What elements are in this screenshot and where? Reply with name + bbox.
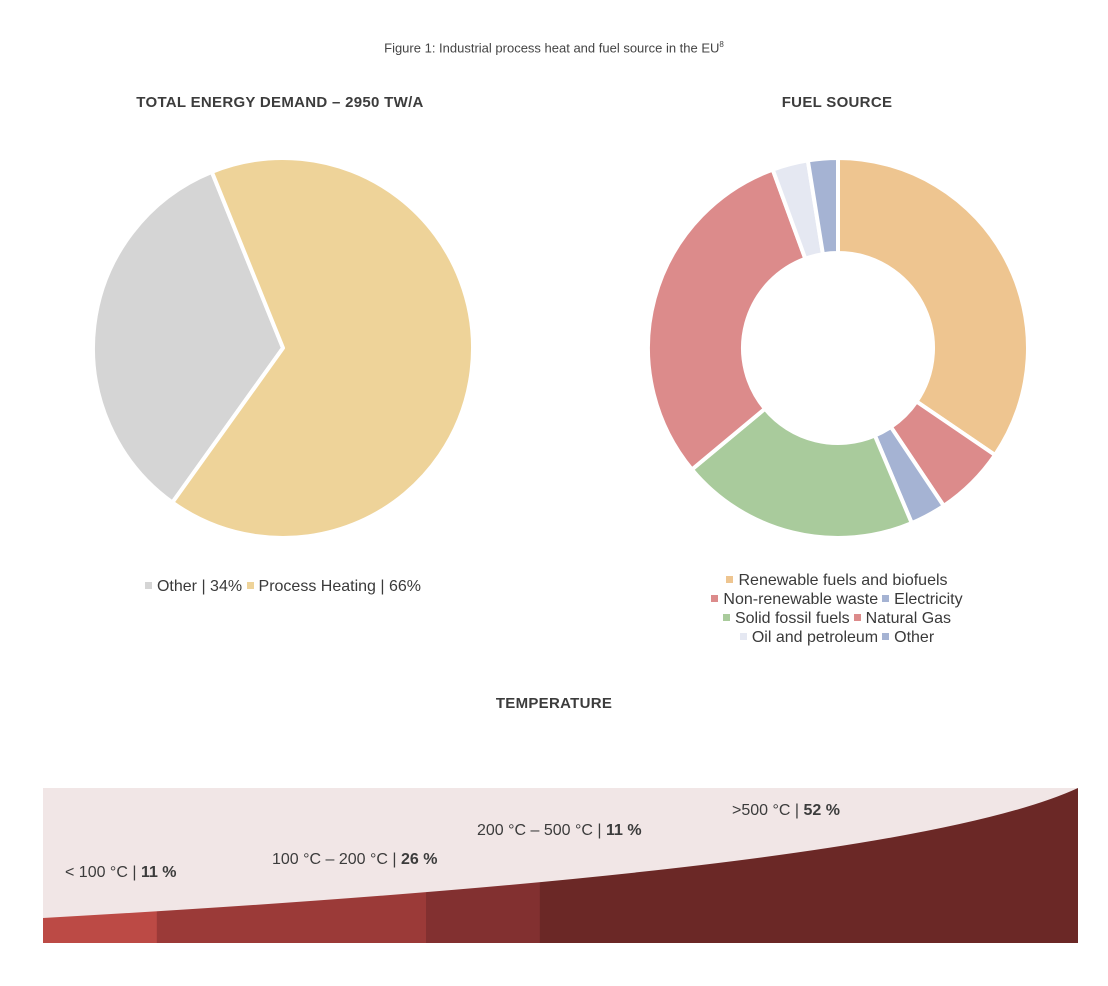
legend-swatch-electricity	[882, 595, 890, 602]
donut-legend-row: Oil and petroleum Other	[637, 628, 1037, 647]
caption-text: Figure 1: Industrial process heat and fu…	[384, 40, 720, 56]
donut-chart-fuel-source	[646, 156, 1030, 540]
pie-legend: Other | 34% Process Heating | 66%	[40, 577, 526, 596]
figure-caption: Figure 1: Industrial process heat and fu…	[0, 40, 1108, 55]
legend-swatch-solid-fossil-fuels	[722, 614, 730, 621]
temperature-chart	[43, 788, 1078, 943]
legend-swatch-oil-and-petroleum	[739, 633, 747, 640]
legend-item-other: Other	[882, 628, 934, 647]
legend-label-solid-fossil-fuels: Solid fossil fuels	[734, 610, 850, 627]
legend-label-other: Other | 34%	[156, 578, 243, 595]
legend-label-other: Other	[894, 629, 935, 646]
temp-label-over-500: >500 °C | 52 %	[732, 802, 840, 819]
legend-swatch-other	[144, 582, 152, 589]
legend-label-process-heating: Process Heating | 66%	[258, 578, 421, 595]
pie-chart-title: TOTAL ENERGY DEMAND – 2950 TW/A	[136, 94, 424, 111]
legend-item-non-renewable-waste: Non-renewable waste	[711, 590, 878, 609]
temp-label-under-100: < 100 °C | 11 %	[65, 864, 177, 881]
temp-range-over-500: >500 °C	[732, 802, 791, 819]
legend-item-oil-and-petroleum: Oil and petroleum	[739, 628, 879, 647]
temp-percent-200-500: 11 %	[606, 822, 642, 839]
legend-item-renewable-fuels-and-biofuels: Renewable fuels and biofuels	[726, 571, 948, 590]
legend-label-electricity: Electricity	[894, 591, 963, 608]
legend-swatch-process-heating	[246, 582, 254, 589]
legend-swatch-natural-gas	[853, 614, 861, 621]
donut-chart-title: FUEL SOURCE	[781, 94, 893, 111]
temp-percent-100-200: 26 %	[401, 851, 438, 868]
legend-item-other: Other | 34%	[144, 577, 243, 596]
temp-percent-over-500: 52 %	[803, 802, 840, 819]
donut-slice-renewable-fuels-and-biofuels	[836, 156, 1030, 457]
temp-range-200-500: 200 °C – 500 °C	[477, 822, 593, 839]
legend-swatch-other	[882, 633, 890, 640]
legend-label-natural-gas: Natural Gas	[865, 610, 952, 627]
temperature-title: TEMPERATURE	[495, 695, 613, 712]
donut-slice-solid-fossil-fuels	[689, 406, 914, 540]
legend-label-oil-and-petroleum: Oil and petroleum	[751, 629, 879, 646]
temp-label-100-200: 100 °C – 200 °C | 26 %	[272, 851, 438, 868]
donut-slice-other	[805, 156, 840, 257]
temp-range-100-200: 100 °C – 200 °C	[272, 851, 388, 868]
legend-label-renewable-fuels-and-biofuels: Renewable fuels and biofuels	[738, 572, 948, 589]
donut-legend-row: Solid fossil fuels Natural Gas	[637, 609, 1037, 628]
pie-slice-other	[91, 169, 285, 505]
legend-item-solid-fossil-fuels: Solid fossil fuels	[722, 609, 850, 628]
legend-item-electricity: Electricity	[882, 590, 963, 609]
donut-legend-row: Renewable fuels and biofuels	[637, 571, 1037, 590]
pie-slice-process-heating	[170, 156, 475, 540]
temp-range-under-100: < 100 °C	[65, 864, 128, 881]
donut-legend: Renewable fuels and biofuels Non-renewabl…	[637, 571, 1037, 647]
legend-swatch-non-renewable-waste	[711, 595, 719, 602]
temp-label-200-500: 200 °C – 500 °C | 11 %	[477, 822, 642, 839]
temperature-curve-overlay	[43, 788, 1078, 918]
legend-item-natural-gas: Natural Gas	[853, 609, 952, 628]
legend-label-non-renewable-waste: Non-renewable waste	[723, 591, 879, 608]
donut-legend-row: Non-renewable waste Electricity	[637, 590, 1037, 609]
caption-footnote: 8	[719, 40, 724, 49]
legend-swatch-renewable-fuels-and-biofuels	[726, 576, 734, 583]
temp-percent-under-100: 11 %	[140, 864, 177, 881]
donut-slice-natural-gas	[646, 167, 808, 472]
pie-chart-total-energy	[91, 156, 475, 540]
legend-item-process-heating: Process Heating | 66%	[246, 577, 421, 596]
